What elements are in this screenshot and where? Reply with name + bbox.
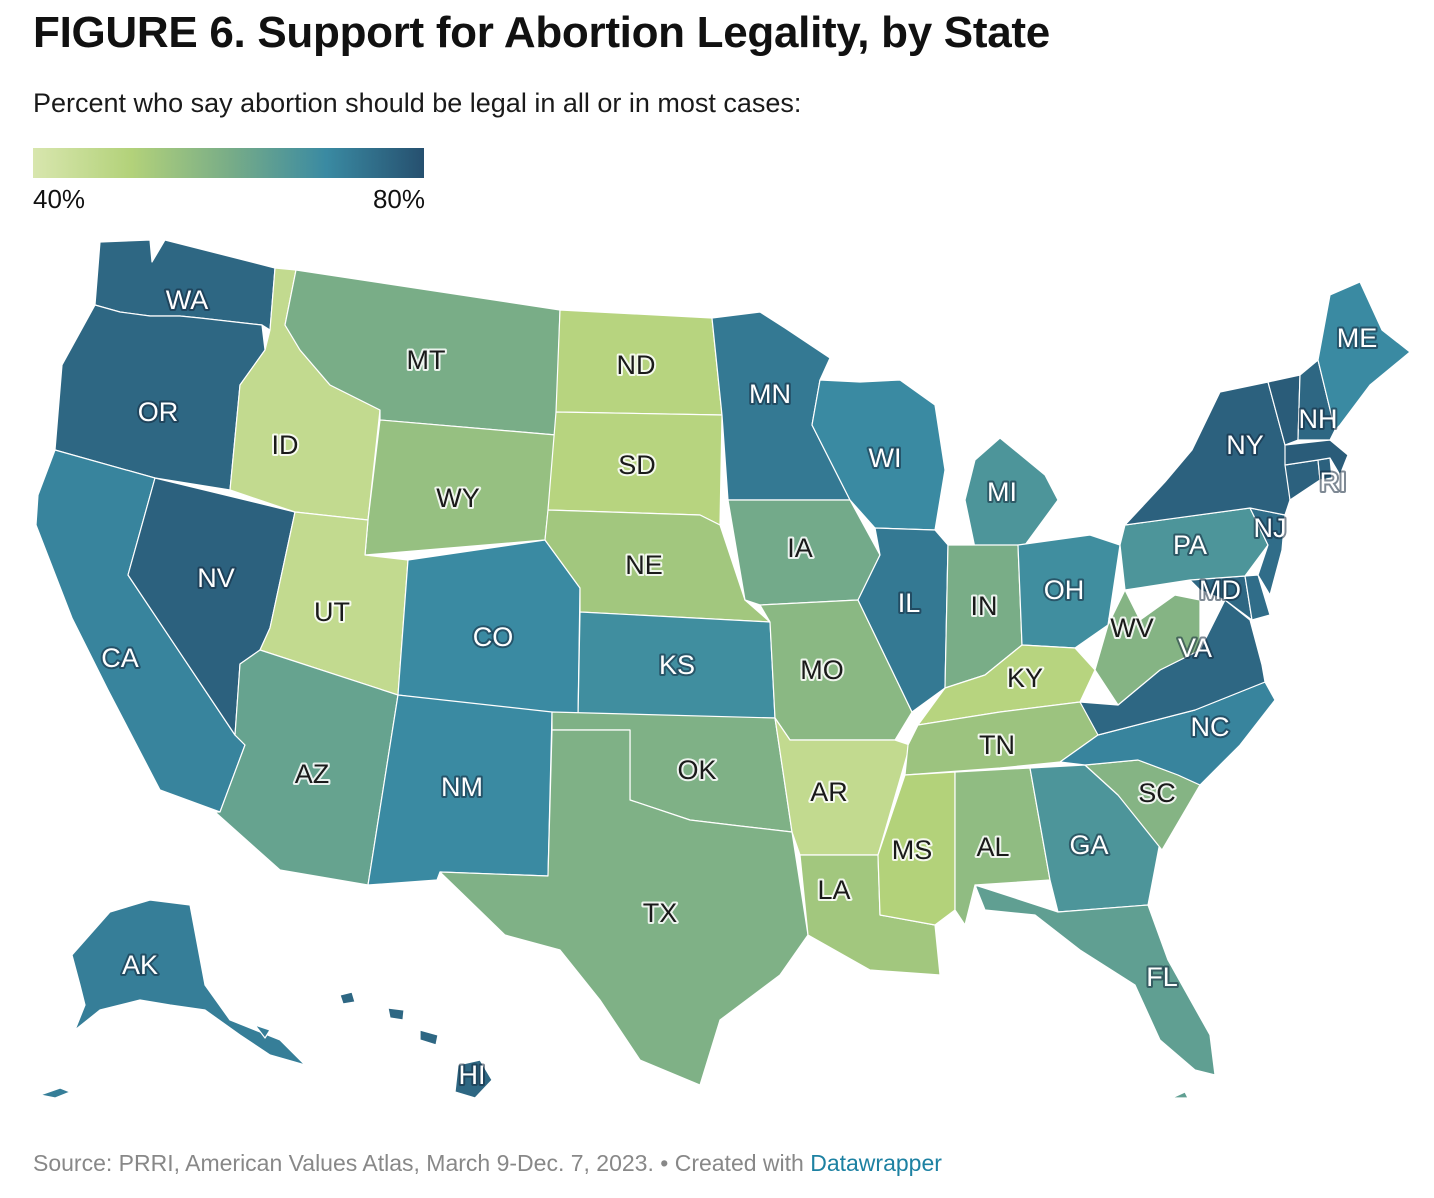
state-label-wa: WA bbox=[166, 285, 209, 315]
state-label-in: IN bbox=[971, 591, 998, 621]
state-fl-part-1[interactable] bbox=[1171, 1091, 1189, 1099]
state-label-ok: OK bbox=[677, 755, 716, 785]
footer-source: Source: PRRI, American Values Atlas, Mar… bbox=[33, 1150, 942, 1177]
legend-gradient-bar bbox=[33, 148, 424, 178]
state-label-ks: KS bbox=[659, 650, 695, 680]
state-label-ut: UT bbox=[314, 597, 350, 627]
state-label-va: VA bbox=[1178, 633, 1212, 663]
state-label-me: ME bbox=[1337, 323, 1378, 353]
states-layer bbox=[35, 239, 1411, 1099]
state-label-wi: WI bbox=[869, 443, 902, 473]
color-legend: 40% 80% bbox=[33, 148, 425, 218]
created-with-text: Created with bbox=[674, 1150, 811, 1176]
state-ny[interactable] bbox=[1124, 381, 1291, 526]
state-me[interactable] bbox=[1317, 281, 1411, 431]
datawrapper-link[interactable]: Datawrapper bbox=[810, 1150, 942, 1176]
state-fl[interactable] bbox=[974, 884, 1216, 1076]
state-label-sc: SC bbox=[1138, 778, 1176, 808]
state-label-il: IL bbox=[898, 588, 921, 618]
state-label-co: CO bbox=[473, 622, 514, 652]
state-label-nd: ND bbox=[617, 350, 656, 380]
state-ar[interactable] bbox=[774, 717, 911, 856]
state-label-hi: HI bbox=[459, 1060, 486, 1090]
state-label-ms: MS bbox=[892, 835, 933, 865]
state-label-nm: NM bbox=[441, 772, 483, 802]
state-wv[interactable] bbox=[1094, 589, 1201, 706]
state-label-nj: NJ bbox=[1254, 513, 1287, 543]
state-label-al: AL bbox=[976, 832, 1009, 862]
state-label-pa: PA bbox=[1173, 530, 1207, 560]
state-label-tx: TX bbox=[643, 898, 678, 928]
state-label-ny: NY bbox=[1226, 430, 1264, 460]
state-ma[interactable] bbox=[1284, 439, 1349, 476]
legend-max-label: 80% bbox=[372, 184, 425, 214]
state-label-fl: FL bbox=[1146, 962, 1178, 992]
state-label-nc: NC bbox=[1191, 712, 1230, 742]
state-label-nh: NH bbox=[1299, 404, 1338, 434]
chart-subtitle: Percent who say abortion should be legal… bbox=[33, 88, 802, 118]
state-label-mi: MI bbox=[987, 477, 1017, 507]
source-text: Source: PRRI, American Values Atlas, Mar… bbox=[33, 1150, 654, 1176]
state-wy[interactable] bbox=[364, 419, 557, 556]
state-mi[interactable] bbox=[964, 437, 1059, 549]
chart-title: FIGURE 6. Support for Abortion Legality,… bbox=[33, 8, 1050, 57]
state-label-ky: KY bbox=[1007, 663, 1043, 693]
state-nh[interactable] bbox=[1297, 359, 1336, 441]
state-label-ga: GA bbox=[1069, 830, 1108, 860]
legend-min-label: 40% bbox=[33, 184, 86, 214]
state-label-mo: MO bbox=[800, 655, 844, 685]
state-label-sd: SD bbox=[618, 450, 656, 480]
state-label-wv: WV bbox=[1110, 613, 1154, 643]
state-ak[interactable] bbox=[71, 899, 306, 1066]
state-label-tn: TN bbox=[979, 730, 1015, 760]
footer-separator: • bbox=[653, 1150, 675, 1176]
state-label-ar: AR bbox=[810, 777, 848, 807]
state-label-ne: NE bbox=[625, 550, 663, 580]
state-ct[interactable] bbox=[1284, 459, 1321, 501]
state-labels-layer: WA OR CA NV ID MT WY UT AZ CO NM ND SD NE KS OK TX MN IA MO… bbox=[99, 283, 1379, 1092]
state-label-ca: CA bbox=[101, 643, 139, 673]
state-label-md: MD bbox=[1199, 575, 1241, 605]
state-label-oh: OH bbox=[1044, 575, 1085, 605]
state-label-la: LA bbox=[817, 875, 850, 905]
state-label-az: AZ bbox=[295, 759, 330, 789]
state-label-mt: MT bbox=[407, 345, 446, 375]
state-label-nv: NV bbox=[197, 563, 235, 593]
state-label-ia: IA bbox=[787, 533, 813, 563]
state-wi[interactable] bbox=[811, 379, 946, 531]
state-ak-part-2[interactable] bbox=[254, 1024, 271, 1039]
state-label-mn: MN bbox=[749, 379, 791, 409]
state-label-ak: AK bbox=[122, 950, 158, 980]
state-hi-part-3[interactable] bbox=[419, 1029, 439, 1046]
state-label-or: OR bbox=[138, 397, 179, 427]
state-label-id: ID bbox=[272, 430, 299, 460]
state-hi-part-1[interactable] bbox=[339, 991, 356, 1005]
state-ak-part-1[interactable] bbox=[39, 1087, 71, 1099]
state-de[interactable] bbox=[1244, 574, 1271, 621]
state-hi[interactable] bbox=[454, 1059, 493, 1099]
state-label-ri: RI bbox=[1320, 467, 1347, 497]
state-label-wy: WY bbox=[436, 483, 480, 513]
state-hi-part-2[interactable] bbox=[387, 1007, 405, 1021]
state-il[interactable] bbox=[857, 527, 949, 713]
